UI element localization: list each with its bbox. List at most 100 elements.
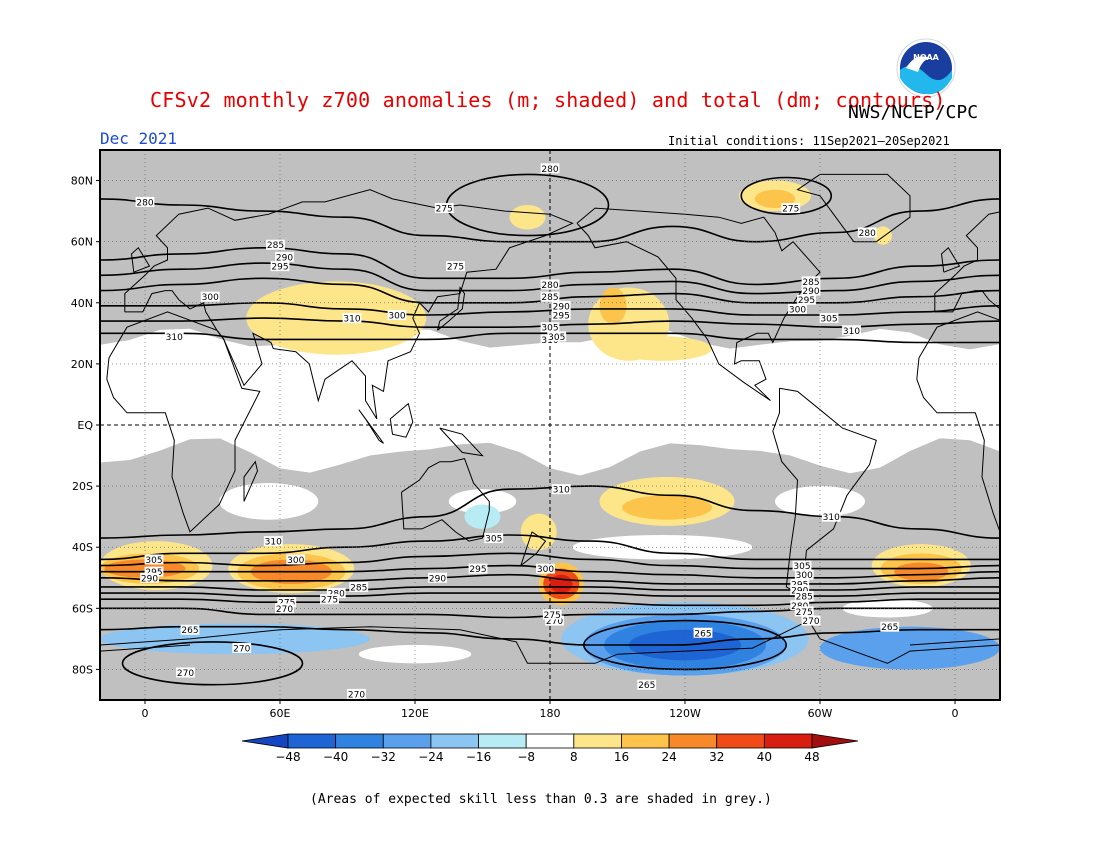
colorbar-tick-label: −24	[418, 750, 443, 764]
contour-label-bg	[536, 563, 555, 574]
contour-label-bg	[349, 581, 369, 592]
contour-label: 285	[350, 583, 367, 593]
closed-low-contour	[740, 176, 833, 215]
contour-label-bg	[788, 303, 807, 314]
lat-label: EQ	[77, 419, 93, 432]
contour-label: 280	[136, 198, 153, 208]
contour-label-bg	[428, 572, 447, 583]
contour-label-bg	[857, 227, 877, 238]
colorbar-tick-label: −32	[371, 750, 396, 764]
low-skill-gap	[448, 489, 517, 514]
colorbar-tick-label: 8	[570, 750, 578, 764]
contour-label-bg	[801, 276, 821, 287]
contour-label-bg	[484, 533, 504, 544]
lat-label: 80N	[71, 175, 93, 188]
contour-label: 270	[546, 617, 563, 627]
contour-label: 300	[537, 565, 554, 575]
lat-label: 20N	[71, 358, 93, 371]
contour-label-bg	[794, 606, 814, 617]
colorbar-bin	[668, 733, 718, 749]
coastline-uk	[940, 247, 961, 273]
chart-title: CFSv2 monthly z700 anomalies (m; shaded)…	[150, 88, 946, 112]
anomaly-region	[894, 562, 949, 581]
contour-label: 270	[802, 617, 819, 627]
map-panel: 3103053002952902852803103053002952902852…	[100, 150, 1000, 700]
contour-label-bg	[200, 291, 220, 302]
contour-label-bg	[542, 609, 562, 620]
contour-label-bg	[144, 566, 164, 577]
contour-label: 270	[276, 605, 293, 615]
lat-label: 80S	[72, 663, 93, 676]
colorbar-tick-label: 48	[804, 750, 819, 764]
colorbar-tick-label: 24	[661, 750, 676, 764]
contour-label: 310	[343, 315, 360, 325]
contour-label: 290	[802, 287, 819, 297]
contour-label: 265	[694, 629, 711, 639]
contour-label-bg	[176, 667, 195, 678]
initial-conditions: Initial conditions: 11Sep2021–20Sep2021	[668, 134, 950, 148]
colorbar-bin	[430, 733, 479, 749]
contour-label-bg	[263, 536, 283, 547]
contour-label: 305	[485, 535, 502, 545]
colorbar-bin	[621, 733, 670, 749]
lat-label: 40N	[71, 297, 93, 310]
contour-label: 300	[388, 312, 405, 322]
contour-label-bg	[540, 322, 560, 333]
skill-footnote: (Areas of expected skill less than 0.3 a…	[310, 792, 772, 807]
contour-label-bg	[232, 643, 252, 654]
lon-label: 60E	[270, 707, 291, 720]
contour-label-bg	[434, 203, 454, 214]
contour-label: 295	[271, 263, 288, 273]
colorbar-bin	[335, 733, 384, 749]
contour-label: 285	[802, 278, 819, 288]
contour-label: 280	[859, 229, 876, 239]
coastline-uk	[130, 247, 151, 273]
colorbar-tick-label: 32	[709, 750, 724, 764]
contour-label: 285	[796, 593, 813, 603]
lon-label: 120E	[401, 707, 429, 720]
noaa-emblem-icon: NOAA	[896, 38, 956, 98]
contour-label-bg	[545, 615, 564, 626]
noaa-logo: NOAA	[896, 38, 956, 98]
contour-label-bg	[275, 603, 294, 614]
colorbar-bin	[573, 733, 622, 749]
contour-label: 285	[541, 293, 558, 303]
contour-label: 265	[638, 681, 655, 691]
contour-label-bg	[790, 600, 810, 611]
lon-label: 180	[540, 707, 561, 720]
anomaly-region	[613, 336, 712, 361]
contour-label-bg	[551, 310, 571, 320]
contour-label: 310	[553, 486, 570, 496]
contour-label: 270	[177, 669, 194, 679]
contour-label: 275	[321, 596, 338, 606]
coastline-australia	[401, 458, 490, 542]
contour-label: 295	[798, 296, 815, 306]
contour-label-bg	[326, 588, 346, 599]
contour-label: 310	[166, 333, 183, 343]
contour-label: 300	[287, 556, 304, 566]
colorbar-bin	[478, 733, 527, 749]
colorbar-bin	[525, 733, 575, 749]
coastline-africa	[106, 311, 261, 533]
coastline-madagascar	[243, 460, 259, 502]
lon-label: 120W	[669, 707, 701, 720]
contour-label: 295	[553, 312, 570, 322]
contour-label: 270	[233, 645, 250, 655]
colorbar-bin	[716, 733, 765, 749]
contour-label-bg	[794, 569, 814, 580]
low-skill-gap	[572, 535, 753, 560]
anomaly-region	[509, 205, 546, 230]
contour-label-bg	[801, 285, 821, 296]
contour-label: 310	[823, 513, 840, 523]
contour-label-bg	[266, 239, 285, 250]
contour-label: 295	[469, 565, 486, 575]
contour-label: 275	[544, 611, 561, 621]
contour-label: 275	[447, 263, 464, 273]
contour-label-bg	[880, 621, 900, 632]
coastline-sumatra	[358, 409, 384, 444]
contour-label: 280	[541, 281, 558, 291]
contour-label: 310	[843, 327, 860, 337]
contour-label-bg	[320, 594, 339, 605]
